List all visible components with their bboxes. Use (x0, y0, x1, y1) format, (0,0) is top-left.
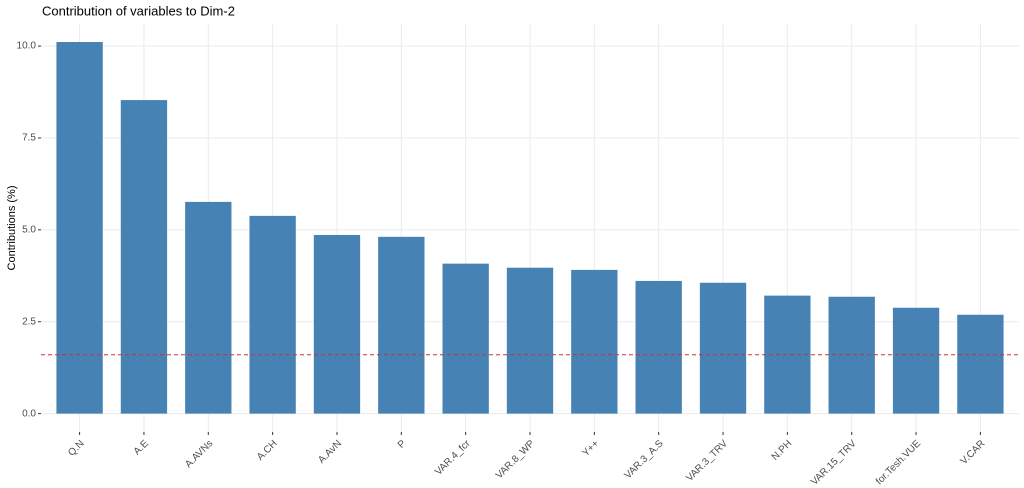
bar (378, 236, 425, 414)
x-tick-label: P (396, 438, 409, 451)
bar (699, 282, 747, 414)
chart-title: Contribution of variables to Dim-2 (42, 3, 235, 18)
x-tick-label: V.CAR (959, 438, 988, 467)
bar (635, 280, 682, 414)
x-tick-label: VAR.8_WP (494, 438, 537, 481)
x-tick-label: VAR.3_TRV (684, 438, 730, 484)
bar (56, 42, 103, 414)
x-tick-label: A.CH (255, 438, 280, 463)
x-tick-label: Y++ (581, 438, 602, 459)
x-tick-label: A.AvN (316, 438, 344, 466)
y-tick-label: 10.0 (17, 41, 37, 52)
bar (249, 215, 296, 414)
bar (571, 269, 618, 414)
bar (506, 267, 554, 414)
x-tick-label: N.PH (770, 438, 795, 463)
x-tick-label: A.E (132, 438, 151, 457)
bar (185, 201, 232, 414)
x-tick-label: for.Tesh.VUE (874, 438, 923, 487)
x-tick-label: A.AVNs (183, 438, 215, 470)
bar (957, 314, 1004, 414)
y-tick-label: 2.5 (22, 316, 36, 327)
bar (120, 100, 168, 414)
x-tick-label: VAR.4_fcr (433, 438, 473, 478)
y-tick-label: 5.0 (22, 224, 36, 235)
x-tick-label: VAR.15_TRV (809, 438, 859, 488)
y-tick-label: 7.5 (22, 133, 36, 144)
y-tick-label: 0.0 (22, 408, 36, 419)
bar (313, 234, 361, 414)
bar (442, 263, 489, 414)
bar (892, 307, 940, 414)
x-tick-label: VAR.3_A.S (623, 438, 666, 481)
y-axis-title: Contributions (%) (6, 186, 18, 271)
x-tick-label: Q.N (66, 438, 86, 458)
